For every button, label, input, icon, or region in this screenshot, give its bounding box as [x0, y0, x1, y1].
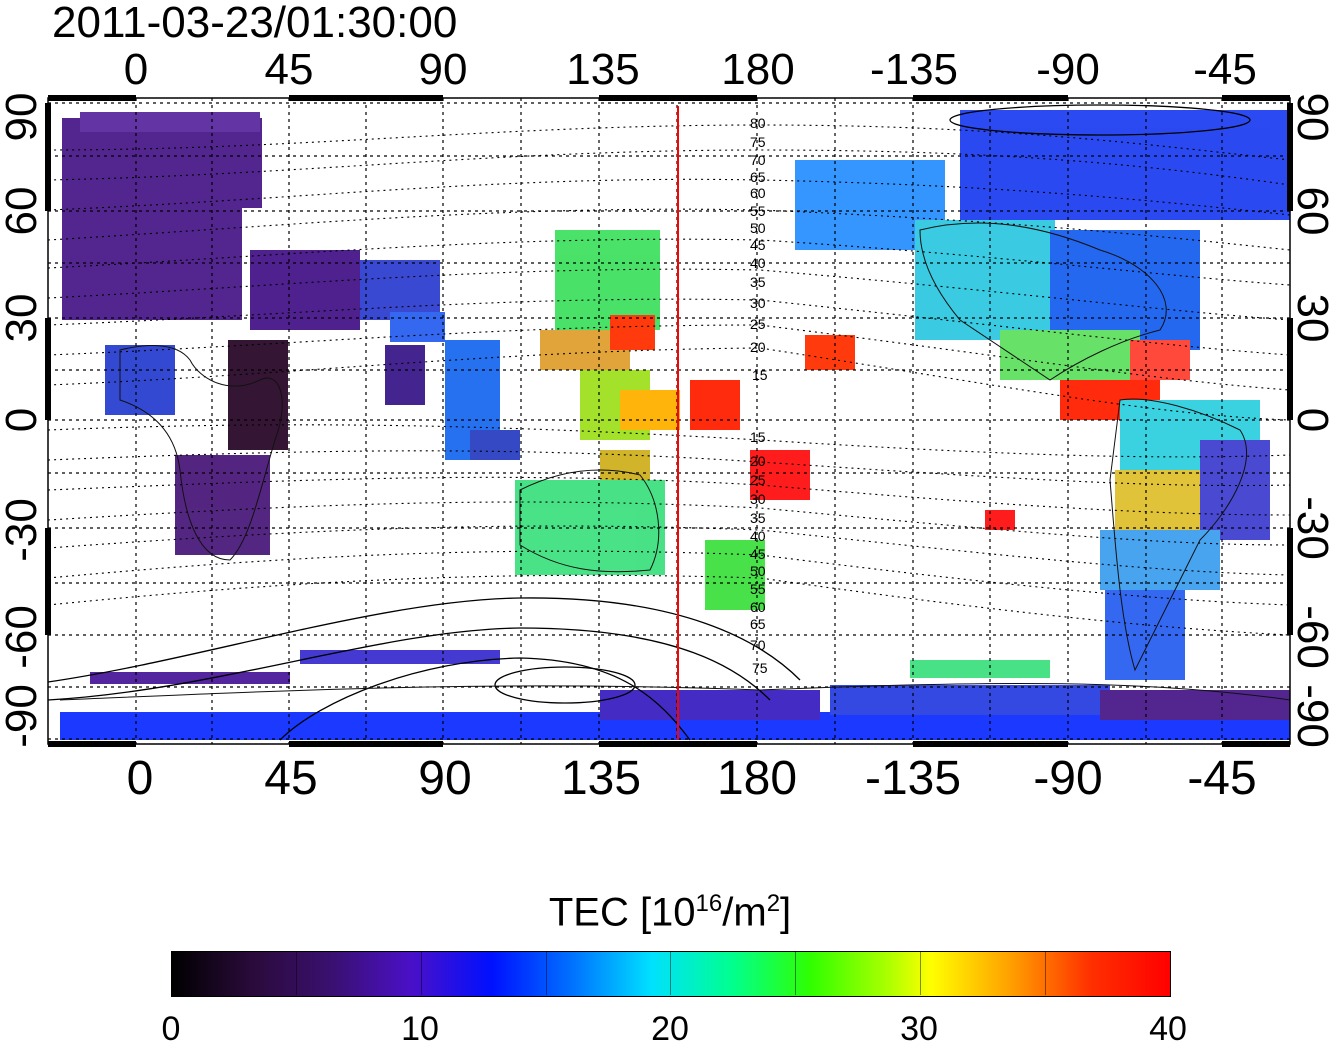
- lon-tick-top: 180: [721, 45, 795, 94]
- contour-label: 65: [750, 616, 766, 632]
- frame-scale-bars: [45, 95, 1293, 747]
- lon-tick-top: -90: [1036, 45, 1100, 94]
- contour-label: 30: [750, 295, 766, 311]
- lon-tick-bottom: -45: [1187, 752, 1257, 805]
- lon-tick-top: 135: [566, 45, 640, 94]
- contour-label: 40: [750, 255, 766, 271]
- contour-label: 50: [750, 220, 766, 236]
- contour-label: 40: [750, 528, 766, 544]
- contour-label: 15: [752, 367, 768, 383]
- auroral-contours: [48, 104, 1251, 741]
- colorbar-tick-label: 40: [1149, 1010, 1187, 1048]
- magnetic-contours: [48, 124, 1290, 636]
- contour-label: 70: [750, 637, 766, 653]
- colorbar-tick-label: 30: [900, 1010, 938, 1048]
- contour-label: 80: [750, 115, 766, 131]
- contour-label: 75: [752, 660, 768, 676]
- contour-label: 25: [750, 316, 766, 332]
- lon-tick-top: -135: [869, 45, 959, 94]
- contour-label: 65: [750, 169, 766, 185]
- contour-label: 45: [750, 237, 766, 253]
- lon-tick-top: 0: [123, 45, 149, 94]
- contour-label: 60: [750, 599, 766, 615]
- contour-label: 20: [750, 339, 766, 355]
- lon-tick-top: -45: [1193, 45, 1257, 94]
- map-timestamp: 2011-03-23/01:30:00: [52, 0, 458, 47]
- lon-tick-bottom: 135: [560, 752, 642, 805]
- contour-label: 25: [750, 472, 766, 488]
- colorbar-tick-label: 20: [651, 1010, 689, 1048]
- lon-tick-top: 45: [264, 45, 314, 94]
- lon-tick-bottom: 90: [418, 752, 472, 805]
- lon-tick-bottom: -135: [864, 752, 962, 805]
- lon-tick-top: 90: [418, 45, 468, 94]
- tec-data-layer: [60, 110, 1290, 740]
- contour-label: 15: [750, 429, 766, 445]
- colorbar-title: TEC [1016/m2]: [548, 890, 792, 935]
- contour-label: 55: [750, 203, 766, 219]
- coastlines: [59, 222, 1290, 701]
- contour-label: 55: [750, 581, 766, 597]
- contour-label: 60: [750, 185, 766, 201]
- contour-label: 75: [750, 134, 766, 150]
- lon-tick-bottom: -90: [1033, 752, 1103, 805]
- lon-tick-bottom: 0: [126, 752, 154, 805]
- lon-tick-bottom: 180: [716, 752, 798, 805]
- contour-label: 30: [750, 491, 766, 507]
- contour-label: 50: [750, 563, 766, 579]
- contour-label: 45: [750, 546, 766, 562]
- colorbar-tick-label: 10: [401, 1010, 439, 1048]
- lon-tick-bottom: 45: [264, 752, 318, 805]
- contour-label: 20: [750, 453, 766, 469]
- contour-labels: 80 75 70 65 60 55 50 45 40 35 30 25 20 1…: [750, 115, 768, 676]
- colorbar-tick-label: 0: [161, 1010, 181, 1048]
- colorbar: [171, 951, 1171, 997]
- contour-label: 70: [750, 152, 766, 168]
- contour-label: 35: [750, 510, 766, 526]
- contour-label: 35: [750, 274, 766, 290]
